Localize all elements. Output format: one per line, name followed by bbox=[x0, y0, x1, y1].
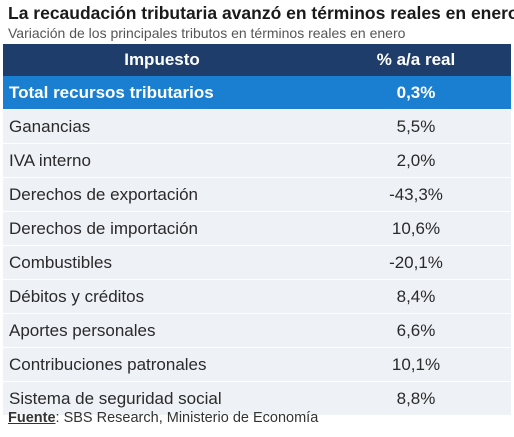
table-body: Total recursos tributarios 0,3% Ganancia… bbox=[3, 76, 511, 415]
total-impuesto: Total recursos tributarios bbox=[3, 76, 321, 110]
table-row: IVA interno 2,0% bbox=[3, 143, 511, 178]
row-impuesto: Derechos de exportación bbox=[3, 177, 321, 212]
source-text: SBS Research, Ministerio de Economía bbox=[59, 410, 319, 426]
row-variacion: -43,3% bbox=[321, 177, 511, 212]
figure-title: La recaudación tributaria avanzó en térm… bbox=[8, 3, 514, 23]
table-row: Combustibles -20,1% bbox=[3, 245, 511, 280]
total-row: Total recursos tributarios 0,3% bbox=[3, 76, 511, 110]
row-impuesto: Aportes personales bbox=[3, 313, 321, 348]
row-variacion: -20,1% bbox=[321, 245, 511, 280]
table-row: Contribuciones patronales 10,1% bbox=[3, 347, 511, 382]
source-note: Fuente: SBS Research, Ministerio de Econ… bbox=[8, 410, 318, 426]
total-variacion: 0,3% bbox=[321, 76, 511, 110]
header-row: Impuesto % a/a real bbox=[3, 44, 511, 76]
header-impuesto: Impuesto bbox=[124, 50, 200, 69]
row-variacion: 10,1% bbox=[321, 347, 511, 382]
row-impuesto: Derechos de importación bbox=[3, 211, 321, 246]
row-variacion: 6,6% bbox=[321, 313, 511, 348]
table-row: Derechos de exportación -43,3% bbox=[3, 177, 511, 212]
table-row: Derechos de importación 10,6% bbox=[3, 211, 511, 246]
row-variacion: 10,6% bbox=[321, 211, 511, 246]
tax-table: Impuesto % a/a real Total recursos tribu… bbox=[3, 44, 511, 415]
row-impuesto: Ganancias bbox=[3, 109, 321, 144]
figure-subtitle: Variación de los principales tributos en… bbox=[8, 25, 406, 41]
table-row: Débitos y créditos 8,4% bbox=[3, 279, 511, 314]
row-impuesto: Contribuciones patronales bbox=[3, 347, 321, 382]
row-variacion: 2,0% bbox=[321, 143, 511, 178]
table-row: Ganancias 5,5% bbox=[3, 109, 511, 144]
row-variacion: 5,5% bbox=[321, 109, 511, 144]
row-impuesto: Débitos y créditos bbox=[3, 279, 321, 314]
source-separator: : bbox=[55, 410, 60, 426]
row-impuesto: Combustibles bbox=[3, 245, 321, 280]
row-variacion: 8,4% bbox=[321, 279, 511, 314]
row-impuesto: Sistema de seguridad social bbox=[3, 381, 321, 415]
row-variacion: 8,8% bbox=[321, 381, 511, 415]
table-row: Aportes personales 6,6% bbox=[3, 313, 511, 348]
source-label: Fuente bbox=[8, 410, 56, 426]
row-impuesto: IVA interno bbox=[3, 143, 321, 178]
table-row: Sistema de seguridad social 8,8% bbox=[3, 381, 511, 415]
table-header: Impuesto % a/a real bbox=[3, 44, 511, 76]
header-variacion: % a/a real bbox=[376, 50, 456, 69]
